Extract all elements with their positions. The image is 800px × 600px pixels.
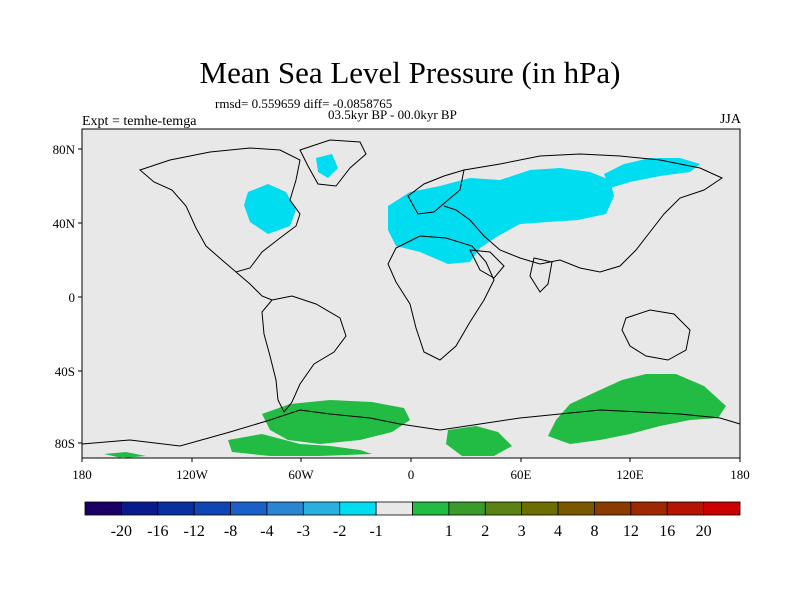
- colorbar-label: 12: [623, 523, 639, 540]
- central-america-coast: [235, 271, 273, 301]
- colorbar-swatch: [339, 501, 377, 516]
- colorbar-swatch: [594, 501, 632, 516]
- india-coast: [529, 257, 553, 293]
- colorbar-swatch: [630, 501, 668, 516]
- colorbar-label: 16: [659, 523, 675, 540]
- lon-tick-label: 120E: [616, 467, 644, 482]
- lon-tick-label: 180: [730, 467, 750, 482]
- southern-ocean-anomaly: [228, 434, 372, 456]
- greenland-coast: [299, 139, 367, 187]
- australia-coast: [621, 309, 691, 361]
- lat-tick-label: 80S: [55, 436, 75, 451]
- colorbar-swatch: [157, 501, 195, 516]
- lat-tick-label: 80N: [53, 142, 76, 157]
- colorbar-label: -3: [297, 523, 310, 540]
- colorbar-label: -2: [333, 523, 346, 540]
- colorbar-swatch: [266, 501, 304, 516]
- rmsd-diff-stats: rmsd= 0.559659 diff= -0.0858765: [215, 96, 393, 111]
- experiment-label: Expt = temhe-temga: [82, 114, 197, 129]
- antarctica-anomaly-east: [548, 374, 726, 444]
- africa-coast: [387, 235, 495, 361]
- map-title: Mean Sea Level Pressure (in hPa): [199, 55, 621, 90]
- lon-tick-label: 60W: [288, 467, 314, 482]
- coastlines: [81, 139, 741, 447]
- colorbar-label: -12: [184, 523, 205, 540]
- colorbar-swatch: [557, 501, 595, 516]
- lat-tick-label: 40N: [53, 216, 76, 231]
- indian-ocean-anomaly: [446, 426, 512, 456]
- siberia-anomaly: [604, 158, 700, 188]
- colorbar-label: 2: [481, 523, 489, 540]
- colorbar-label: 3: [518, 523, 526, 540]
- lon-tick-label: 0: [408, 467, 415, 482]
- north-america-anomaly: [244, 184, 296, 234]
- pacific-sector-anomaly: [104, 452, 146, 458]
- period-label: 03.5kyr BP - 00.0kyr BP: [328, 107, 457, 122]
- greenland-anomaly: [316, 154, 338, 178]
- colorbar-label: 8: [590, 523, 598, 540]
- colorbar-label: 1: [445, 523, 453, 540]
- colorbar-swatch: [521, 501, 559, 516]
- colorbar-label: 4: [554, 523, 562, 540]
- lat-tick-label: 40S: [55, 364, 75, 379]
- lon-tick-label: 60E: [511, 467, 532, 482]
- arabia-coast: [469, 249, 505, 279]
- colorbar-swatch: [193, 501, 231, 516]
- colorbar-swatch: [448, 501, 486, 516]
- season-label: JJA: [719, 112, 741, 127]
- colorbar-label: -8: [224, 523, 237, 540]
- europe-coast: [407, 169, 465, 215]
- colorbar-swatch: [230, 501, 268, 516]
- eurasia-anomaly: [388, 168, 614, 264]
- antarctica-coast: [81, 409, 741, 447]
- colorbar-swatch: [84, 501, 122, 516]
- colorbar-swatch: [666, 501, 705, 516]
- antarctica-anomaly-west: [262, 400, 410, 444]
- latitude-axis: 80N 40N 0 40S 80S: [53, 142, 82, 451]
- colorbar: -20 -16 -12 -8 -4 -3 -2 -1 1 2 3 4 8 12 16 20: [84, 501, 741, 540]
- colorbar-swatch: [703, 501, 741, 516]
- lon-tick-label: 120W: [176, 467, 209, 482]
- lat-tick-label: 0: [69, 290, 76, 305]
- colorbar-swatch: [302, 501, 341, 516]
- longitude-axis: 180 120W 60W 0 60E 120E 180: [72, 458, 750, 482]
- colorbar-swatch: [484, 501, 523, 516]
- colorbar-label: -20: [111, 523, 132, 540]
- colorbar-label: -4: [260, 523, 273, 540]
- colorbar-swatch: [375, 501, 413, 516]
- colorbar-swatch: [412, 501, 450, 516]
- south-america-coast: [261, 295, 347, 413]
- asia-coast: [443, 153, 724, 273]
- colorbar-label: -1: [369, 523, 382, 540]
- colorbar-label: 20: [696, 523, 712, 540]
- positive-anomaly-regions: [104, 374, 726, 458]
- lon-tick-label: 180: [72, 467, 92, 482]
- north-america-coast: [139, 147, 301, 273]
- negative-anomaly-regions: [244, 154, 700, 264]
- colorbar-label: -16: [147, 523, 168, 540]
- colorbar-swatch: [120, 501, 159, 516]
